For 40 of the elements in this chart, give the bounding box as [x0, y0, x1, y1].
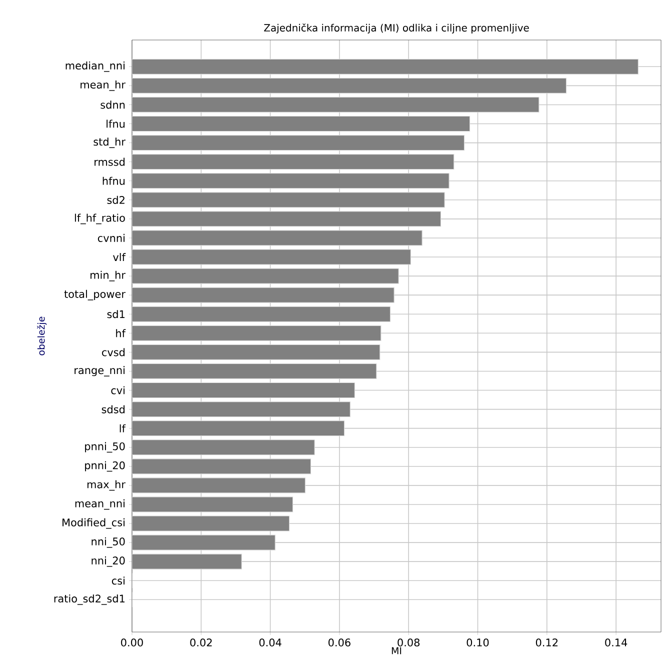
y-tick-label: lf_hf_ratio [74, 214, 125, 224]
x-tick-label: 0.10 [466, 638, 489, 646]
y-tick-label: rmssd [94, 158, 125, 166]
y-tick-label: max_hr [87, 480, 126, 491]
y-tick-label: cvnni [98, 234, 125, 242]
y-tick-label: sd2 [107, 196, 124, 204]
x-tick-label: 0.14 [605, 638, 628, 646]
y-tick-label: min_hr [90, 270, 126, 282]
y-tick-label: mean_nni [75, 499, 124, 510]
y-tick-label: ratio_sd2_sd1 [54, 594, 125, 605]
y-tick-label: Modified_csi [62, 518, 125, 529]
x-tick-label: 0.08 [398, 638, 420, 646]
y-tick-label: mean_hr [80, 80, 126, 91]
x-tick-label: 0.06 [328, 638, 350, 646]
y-tick-label: sdnn [100, 100, 125, 109]
y-tick-label: cvsd [102, 348, 125, 356]
y-axis-title: obeležje [37, 316, 47, 356]
x-axis-title: MI [392, 647, 402, 654]
y-tick-label: hfnu [102, 176, 125, 185]
y-tick-label: pnni_20 [85, 461, 125, 472]
y-tick-label: nni_50 [92, 537, 125, 548]
x-tick-label: 0.02 [190, 638, 212, 646]
y-tick-label: median_nni [66, 61, 125, 72]
chart-title: Zajednička informacija (MI) odlika i ciljne promenljive [264, 23, 529, 34]
y-tick-label: std_hr [94, 138, 126, 148]
y-tick-label: nni_20 [92, 556, 125, 567]
y-tick-label: vlf [113, 253, 126, 261]
y-tick-label: hf [116, 329, 126, 338]
y-tick-label: total_power [64, 290, 126, 300]
x-tick-label: 0.00 [121, 638, 143, 646]
x-tick-label: 0.04 [259, 638, 282, 646]
y-tick-label: csi [112, 576, 124, 585]
y-tick-label: cvi [111, 386, 124, 394]
y-tick-label: range_nni [74, 366, 125, 376]
y-tick-label: lf [120, 424, 126, 432]
y-tick-label: sd1 [107, 310, 125, 318]
y-tick-label: sdsd [102, 405, 125, 414]
y-tick-label: lfnu [106, 120, 125, 128]
x-tick-label: 0.12 [536, 638, 558, 646]
y-tick-label: pnni_50 [85, 442, 125, 453]
